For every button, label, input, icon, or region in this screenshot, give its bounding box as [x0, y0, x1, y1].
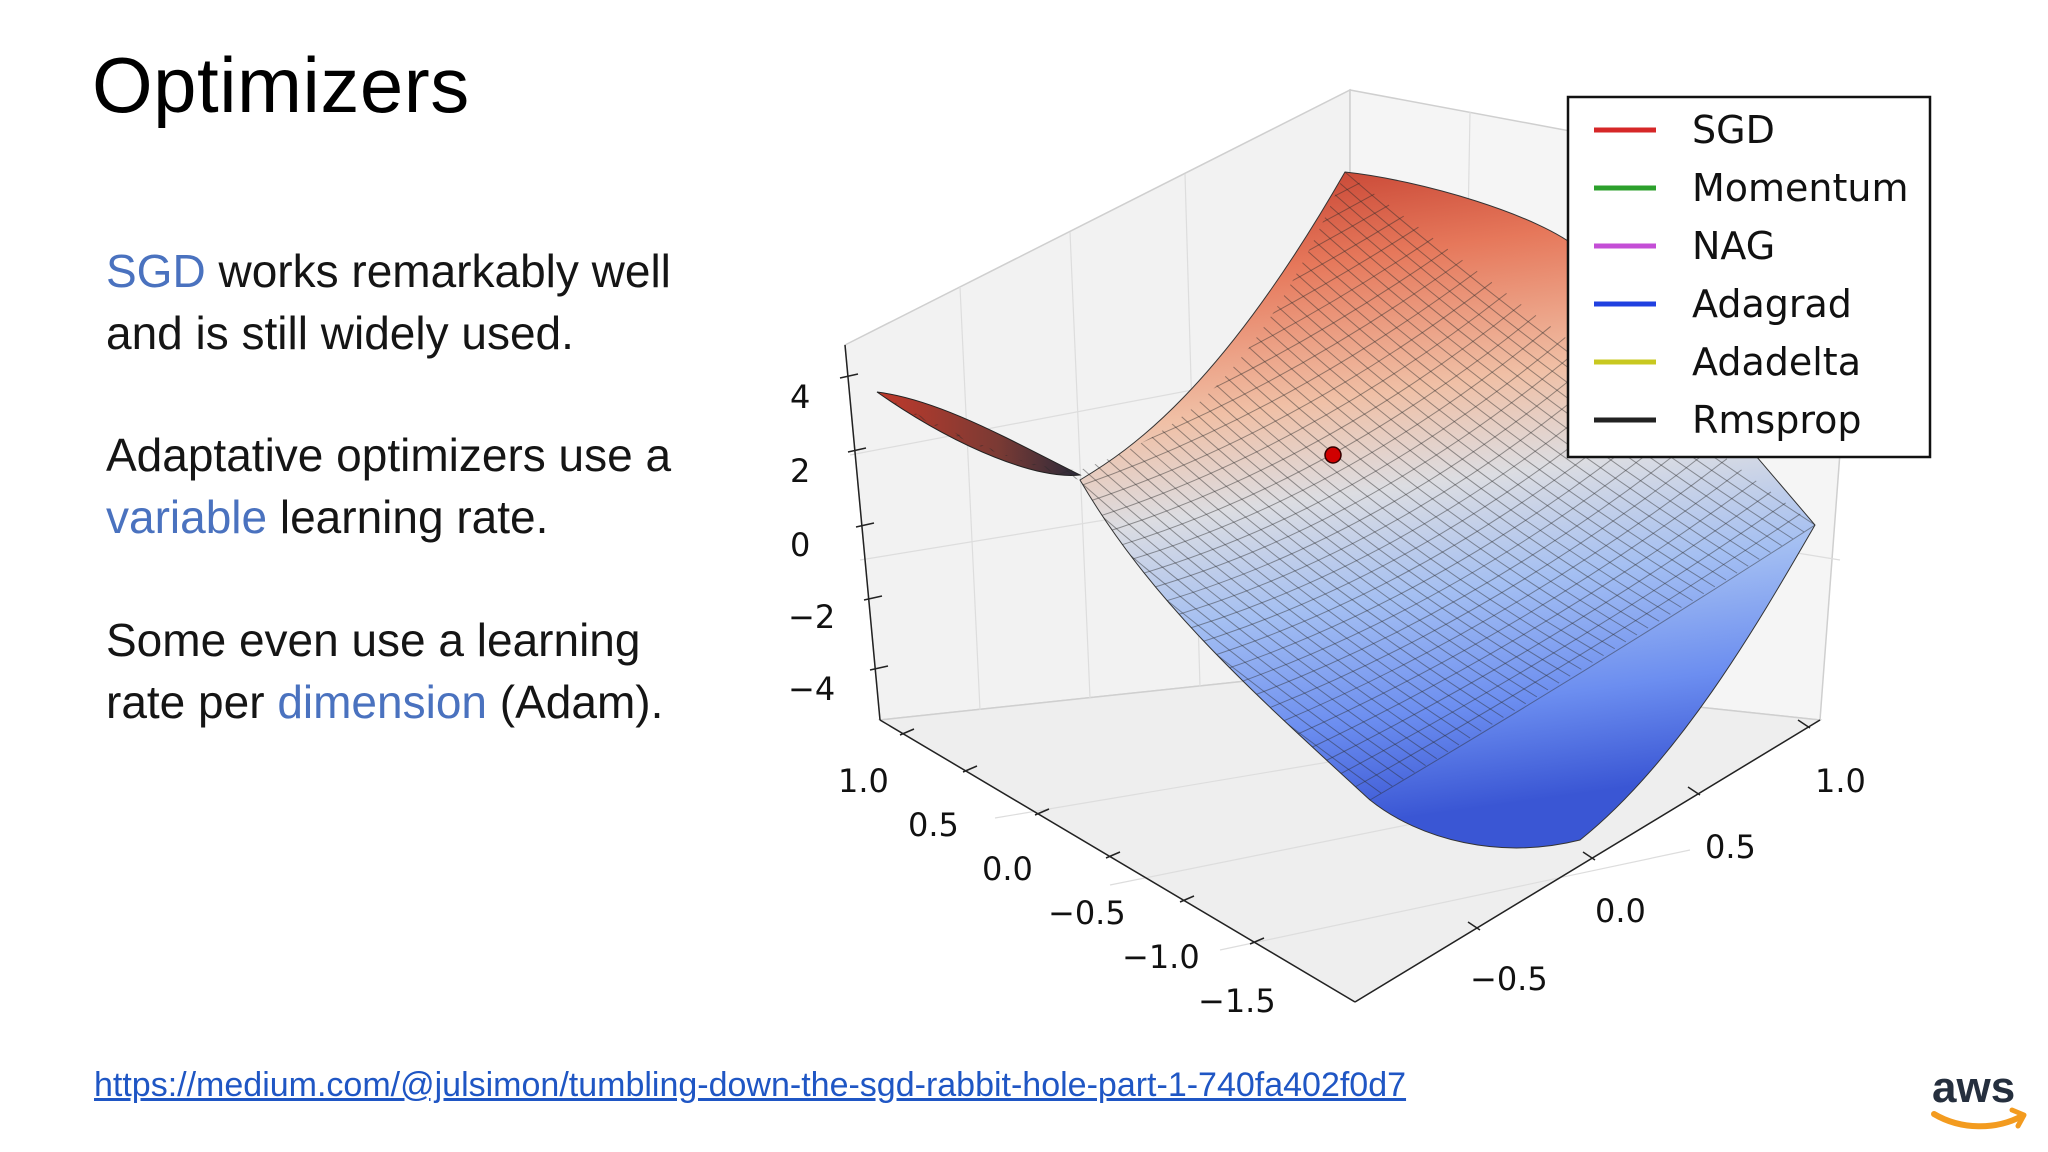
x-tick-mark	[962, 765, 978, 773]
aws-arrow-icon	[2009, 1107, 2027, 1129]
surface-mesh-line	[1077, 315, 1537, 559]
surface-mesh-line	[1332, 177, 1805, 533]
surface-mesh-line	[1231, 425, 1684, 686]
source-link[interactable]: https://medium.com/@julsimon/tumbling-do…	[94, 1066, 1407, 1104]
surface-left-lip	[876, 391, 1082, 477]
x-tick-label: 0.0	[982, 850, 1033, 888]
y-tick-mark	[1582, 851, 1596, 861]
y-axis	[1354, 719, 1821, 1003]
paragraph-text: and is still widely used.	[106, 307, 574, 359]
surface-mesh-line	[1308, 480, 1757, 750]
surface-mesh-line	[1309, 188, 1782, 547]
x-tick-mark	[1179, 895, 1195, 903]
legend-label: Rmsprop	[1692, 398, 1862, 442]
y-tick-mark	[1797, 719, 1811, 729]
x-tick-label: −1.5	[1198, 982, 1276, 1020]
highlight-dimension: dimension	[277, 676, 487, 728]
z-tick-mark	[839, 373, 859, 379]
legend-label: Adadelta	[1692, 340, 1861, 384]
surface-mesh-line	[1354, 513, 1801, 788]
x-tick-label: 0.5	[908, 806, 959, 844]
paragraph-text: Some even use a learning	[106, 614, 641, 666]
surface-mesh-line	[1323, 491, 1772, 763]
surface-mesh-line	[1061, 303, 1522, 546]
saddle-surface-chart: 4 2 0 −2 −4 1.0 0.5 0.0 −0.5 −1.0 −1.5 1.0 0.5 0.0 −0.…	[788, 88, 1932, 1020]
x-axis	[879, 719, 1356, 1003]
surface-mesh-line	[1239, 221, 1716, 588]
paragraph-text: rate per	[106, 676, 278, 728]
surface-mesh-line	[1274, 204, 1749, 567]
tick-labels: 4 2 0 −2 −4 1.0 0.5 0.0 −0.5 −1.0 −1.5 1.0 0.5 0.0 −0.…	[788, 373, 1866, 1020]
surface-mesh-line	[1261, 447, 1713, 712]
surface-mesh-line	[1123, 348, 1581, 597]
paragraph-text: (Adam).	[487, 676, 664, 728]
paragraph-sgd: SGD works remarkably well and is still w…	[106, 240, 671, 364]
y-tick-mark	[1467, 921, 1481, 931]
aws-logo: aws	[1931, 1063, 2027, 1130]
z-tick-mark	[847, 447, 867, 453]
surface-mesh-line	[1246, 436, 1698, 699]
paragraph-text: works remarkably well	[205, 245, 671, 297]
x-tick-label: −1.0	[1122, 938, 1200, 976]
y-tick-mark	[1687, 786, 1701, 796]
z-tick-label: 0	[790, 526, 810, 564]
x-tick-mark	[1249, 937, 1265, 945]
surface-mesh-line	[1030, 281, 1493, 520]
y-tick-label: 0.0	[1595, 892, 1646, 930]
paragraph-text: learning rate.	[267, 491, 549, 543]
x-tick-mark	[899, 728, 915, 736]
surface-mesh-line	[1369, 524, 1815, 801]
y-tick-label: −0.5	[1470, 960, 1548, 998]
z-tick-mark	[863, 595, 883, 601]
legend: SGD Momentum NAG Adagrad Adadelta Rmsprop	[1566, 95, 1932, 459]
surface-mesh-line	[1169, 381, 1625, 635]
surface-mesh-line	[1286, 199, 1760, 560]
surface-mesh-line	[1277, 458, 1728, 724]
aws-logo-text: aws	[1932, 1063, 2015, 1112]
surface-mesh-line	[1251, 215, 1727, 581]
paragraph-adaptive: Adaptative optimizers use a variable lea…	[106, 424, 671, 548]
x-tick-mark	[1105, 851, 1121, 859]
x-tick-label: 1.0	[838, 762, 889, 800]
legend-label: SGD	[1692, 108, 1775, 152]
z-tick-label: 2	[790, 452, 810, 490]
surface-mesh-line	[1321, 182, 1794, 540]
y-tick-label: 0.5	[1705, 828, 1756, 866]
surface-mesh-line	[1138, 359, 1596, 610]
z-tick-label: −4	[788, 670, 835, 708]
z-axis	[844, 344, 881, 721]
surface-mesh-line	[1046, 292, 1507, 533]
surface-mesh-line	[1107, 337, 1566, 584]
surface-mesh-line	[1292, 469, 1742, 737]
aws-smile-icon	[1931, 1111, 2025, 1130]
z-tick-label: −2	[788, 598, 835, 636]
legend-box	[1566, 95, 1932, 459]
legend-label: Adagrad	[1692, 282, 1852, 326]
surface-mesh-line	[1154, 370, 1610, 622]
legend-label: NAG	[1692, 224, 1775, 268]
surface-mesh-line	[1000, 259, 1463, 495]
surface-mesh-line	[1297, 193, 1771, 553]
highlight-variable: variable	[106, 491, 268, 543]
z-tick-mark	[869, 665, 889, 671]
z-tick-mark	[855, 522, 875, 528]
surface-mesh-line	[1262, 210, 1738, 574]
chart-points	[1324, 446, 1342, 464]
legend-label: Momentum	[1692, 166, 1909, 210]
highlight-sgd: SGD	[106, 245, 206, 297]
paragraph-adam: Some even use a learning rate per dimens…	[106, 609, 663, 733]
paragraph-text: Adaptative optimizers use a	[106, 429, 672, 481]
surface-mesh-line	[1338, 502, 1786, 775]
surface-mesh-line	[1092, 326, 1551, 571]
x-tick-mark	[1034, 808, 1050, 816]
slide-title: Optimizers	[92, 41, 470, 129]
surface-mesh-line	[1215, 414, 1669, 673]
start-point-marker	[1324, 446, 1342, 464]
x-tick-label: −0.5	[1048, 894, 1126, 932]
y-tick-label: 1.0	[1815, 762, 1866, 800]
z-tick-label: 4	[790, 378, 810, 416]
